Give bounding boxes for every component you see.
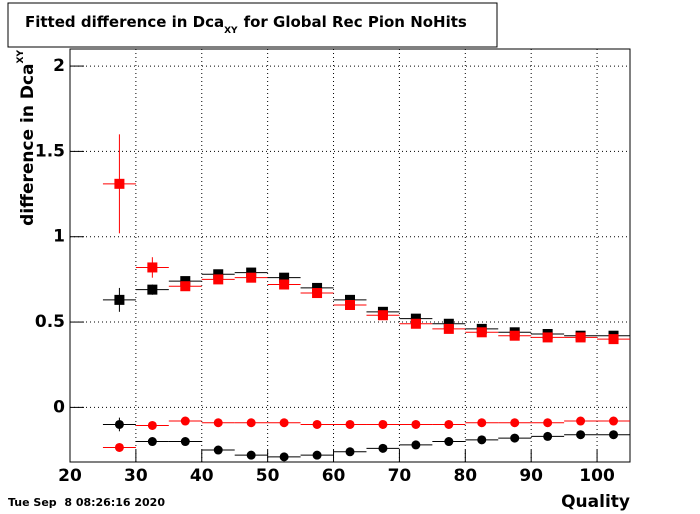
x-tick-label: 20: [58, 466, 82, 486]
point: [542, 332, 553, 343]
point: [279, 279, 290, 290]
y-tick-label: 1: [53, 227, 65, 247]
point: [443, 318, 454, 329]
title-box: [7, 2, 498, 48]
point: [609, 430, 619, 440]
point: [312, 450, 322, 460]
point: [477, 418, 487, 428]
plot-frame: [69, 48, 631, 463]
x-tick-label: 60: [322, 466, 346, 486]
x-tick-label: 80: [453, 466, 477, 486]
point: [378, 443, 388, 453]
point: [576, 430, 586, 440]
point: [509, 330, 520, 341]
point: [411, 419, 421, 429]
x-tick-label: 50: [256, 466, 280, 486]
footer: Tue Sep 8 08:26:16 2020: [8, 496, 165, 509]
point: [180, 416, 190, 426]
point: [147, 437, 157, 447]
point: [312, 419, 322, 429]
point: [213, 274, 224, 285]
point: [443, 323, 454, 334]
x-axis-label: Quality: [561, 492, 630, 512]
point: [213, 445, 223, 455]
point: [147, 262, 158, 273]
point: [575, 332, 586, 343]
point: [345, 447, 355, 457]
point: [246, 272, 257, 283]
point: [410, 313, 421, 324]
point: [147, 420, 157, 430]
point: [444, 437, 454, 447]
y-tick-label: 2: [53, 56, 65, 76]
point: [543, 418, 553, 428]
point: [180, 276, 191, 287]
point: [279, 272, 290, 283]
point: [576, 416, 586, 426]
x-tick-label: 90: [519, 466, 543, 486]
point: [510, 433, 520, 443]
y-axis-label: difference in DcaXY: [16, 50, 39, 226]
x-tick-label: 100: [579, 466, 615, 486]
point: [114, 294, 125, 305]
y-tick-label: 0.5: [35, 312, 65, 332]
point: [312, 282, 323, 293]
point: [114, 178, 125, 189]
point: [510, 418, 520, 428]
point: [114, 442, 124, 452]
x-tick-label: 30: [124, 466, 148, 486]
y-tick-label: 0: [53, 397, 65, 417]
chart-title: Fitted difference in DcaXY for Global Rec…: [25, 13, 467, 36]
point: [345, 419, 355, 429]
point: [609, 416, 619, 426]
point: [378, 419, 388, 429]
point: [477, 435, 487, 445]
point: [377, 310, 388, 321]
point: [411, 440, 421, 450]
point: [444, 419, 454, 429]
point: [608, 334, 619, 345]
point: [213, 269, 224, 280]
point: [180, 437, 190, 447]
point: [246, 450, 256, 460]
point: [246, 418, 256, 428]
point: [410, 318, 421, 329]
point: [345, 294, 355, 305]
x-tick-label: 70: [388, 466, 412, 486]
x-tick-label: 40: [190, 466, 214, 486]
point: [312, 288, 323, 299]
point: [246, 267, 257, 278]
point: [543, 431, 553, 441]
point: [147, 284, 158, 295]
y-tick-label: 1.5: [35, 141, 65, 161]
point: [345, 299, 355, 310]
point: [279, 418, 289, 428]
point: [114, 419, 124, 429]
point: [476, 327, 487, 338]
point: [213, 418, 223, 428]
point: [180, 281, 191, 292]
point: [279, 452, 289, 462]
